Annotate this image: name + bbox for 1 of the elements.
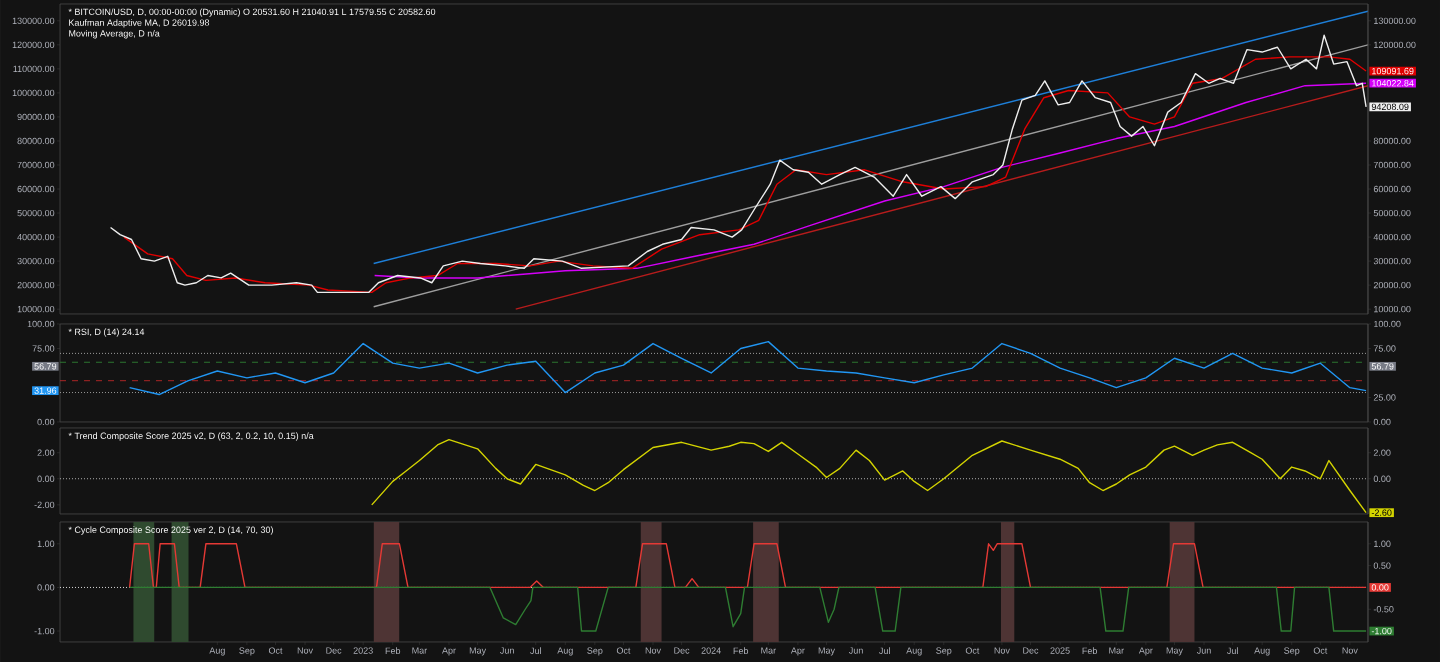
line-series (128, 340, 1367, 396)
